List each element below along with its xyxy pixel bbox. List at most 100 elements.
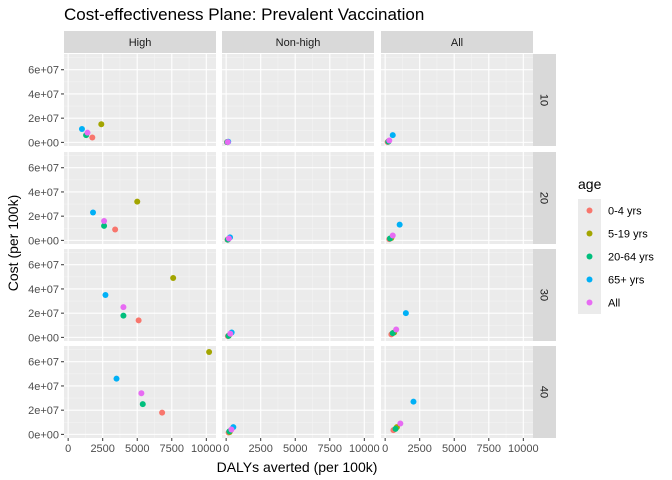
plot-panel bbox=[64, 152, 216, 244]
legend-point bbox=[586, 253, 593, 260]
legend-point bbox=[586, 299, 593, 306]
x-tick-label: 0 bbox=[65, 443, 71, 455]
data-point bbox=[120, 304, 127, 311]
y-tick-label: 0e+00 bbox=[28, 332, 59, 344]
x-tick-label: 0 bbox=[223, 443, 229, 455]
plot-panel bbox=[381, 54, 533, 146]
data-point bbox=[90, 209, 97, 216]
x-tick-label: 10000 bbox=[191, 443, 222, 455]
x-tick-label: 2500 bbox=[90, 443, 114, 455]
y-tick-label: 2e+07 bbox=[28, 405, 59, 417]
y-tick-label: 4e+07 bbox=[28, 284, 59, 296]
legend-label: 20-64 yrs bbox=[608, 252, 654, 264]
data-point bbox=[227, 330, 234, 337]
data-point bbox=[134, 198, 141, 205]
legend-title: age bbox=[578, 176, 602, 192]
facet-strip-row-label: 40 bbox=[538, 386, 550, 398]
y-tick-label: 4e+07 bbox=[28, 89, 59, 101]
data-point bbox=[410, 398, 417, 405]
legend-label: 0-4 yrs bbox=[608, 206, 642, 218]
y-tick-label: 6e+07 bbox=[28, 65, 59, 77]
data-point bbox=[206, 349, 213, 356]
y-tick-label: 4e+07 bbox=[28, 187, 59, 199]
x-tick-label: 2500 bbox=[248, 443, 272, 455]
y-tick-label: 0e+00 bbox=[28, 429, 59, 441]
y-tick-label: 0e+00 bbox=[28, 235, 59, 247]
facet-strip-column-label: All bbox=[451, 37, 463, 49]
x-tick-label: 5000 bbox=[283, 443, 307, 455]
data-point bbox=[89, 134, 96, 141]
legend-items: 0-4 yrs 5-19 yrs 20-64 yrs 65+ yrs All bbox=[578, 199, 654, 314]
facet-strip-row-label: 30 bbox=[538, 289, 550, 301]
data-point bbox=[113, 375, 120, 382]
facet-strip-column bbox=[381, 31, 533, 53]
plot-panel bbox=[222, 54, 374, 146]
y-tick-label: 2e+07 bbox=[28, 308, 59, 320]
data-point bbox=[396, 221, 403, 228]
y-tick-label: 6e+07 bbox=[28, 163, 59, 175]
data-point bbox=[138, 390, 145, 397]
legend-point bbox=[586, 276, 593, 283]
y-axis-title: Cost (per 100k) bbox=[5, 195, 21, 291]
facet-strip-row-label: 10 bbox=[538, 94, 550, 106]
facet-panels: High Non-high All 10 20 30 40 0e+00 2e+07 4e+07 6e… bbox=[28, 31, 556, 455]
y-tick-label: 6e+07 bbox=[28, 260, 59, 272]
data-point bbox=[139, 401, 146, 408]
facet-strip-row-label: 20 bbox=[538, 192, 550, 204]
facet-strip-column bbox=[222, 31, 374, 53]
plot-panel bbox=[381, 249, 533, 341]
data-point bbox=[170, 275, 177, 282]
data-point bbox=[393, 326, 400, 333]
legend-label: 65+ yrs bbox=[608, 275, 645, 287]
facet-strip-column bbox=[64, 31, 216, 53]
data-point bbox=[389, 232, 396, 239]
x-tick-label: 5000 bbox=[442, 443, 466, 455]
legend: age 0-4 yrs 5-19 yrs 20-64 yrs 65+ yrs All bbox=[578, 176, 654, 314]
y-tick-label: 6e+07 bbox=[28, 357, 59, 369]
data-point bbox=[159, 409, 166, 416]
x-tick-label: 10000 bbox=[508, 443, 539, 455]
y-tick-label: 2e+07 bbox=[28, 113, 59, 125]
data-point bbox=[98, 121, 105, 128]
legend-label: All bbox=[608, 298, 620, 310]
facet-strip-column-label: High bbox=[129, 37, 152, 49]
data-point bbox=[102, 292, 109, 298]
data-point bbox=[389, 132, 396, 139]
data-point bbox=[228, 426, 235, 433]
data-point bbox=[120, 312, 127, 319]
data-point bbox=[101, 222, 108, 229]
data-point bbox=[84, 129, 91, 136]
y-tick-label: 4e+07 bbox=[28, 381, 59, 393]
legend-point bbox=[586, 230, 593, 237]
plot-panel bbox=[381, 346, 533, 438]
data-point bbox=[112, 226, 119, 233]
data-point bbox=[78, 126, 85, 133]
data-point bbox=[135, 317, 142, 324]
x-tick-label: 0 bbox=[382, 443, 388, 455]
facet-strip-row bbox=[533, 54, 556, 146]
x-tick-label: 10000 bbox=[349, 443, 380, 455]
data-point bbox=[224, 139, 231, 146]
x-tick-label: 7500 bbox=[160, 443, 184, 455]
data-point bbox=[225, 235, 232, 242]
x-tick-label: 7500 bbox=[318, 443, 342, 455]
x-tick-label: 2500 bbox=[407, 443, 431, 455]
data-point bbox=[101, 218, 108, 224]
plot-panel bbox=[64, 249, 216, 341]
x-tick-label: 5000 bbox=[125, 443, 149, 455]
y-tick-label: 0e+00 bbox=[28, 137, 59, 149]
plot-panel bbox=[222, 249, 374, 341]
x-axis-title: DALYs averted (per 100k) bbox=[217, 459, 378, 475]
facet-strip-row bbox=[533, 249, 556, 341]
legend-point bbox=[586, 207, 593, 214]
data-point bbox=[402, 310, 409, 317]
facet-strip-row bbox=[533, 346, 556, 438]
y-tick-label: 2e+07 bbox=[28, 211, 59, 223]
facet-strip-column-label: Non-high bbox=[276, 37, 321, 49]
plot-panel bbox=[381, 152, 533, 244]
x-tick-label: 7500 bbox=[477, 443, 501, 455]
data-point bbox=[392, 425, 399, 432]
legend-label: 5-19 yrs bbox=[608, 229, 648, 241]
